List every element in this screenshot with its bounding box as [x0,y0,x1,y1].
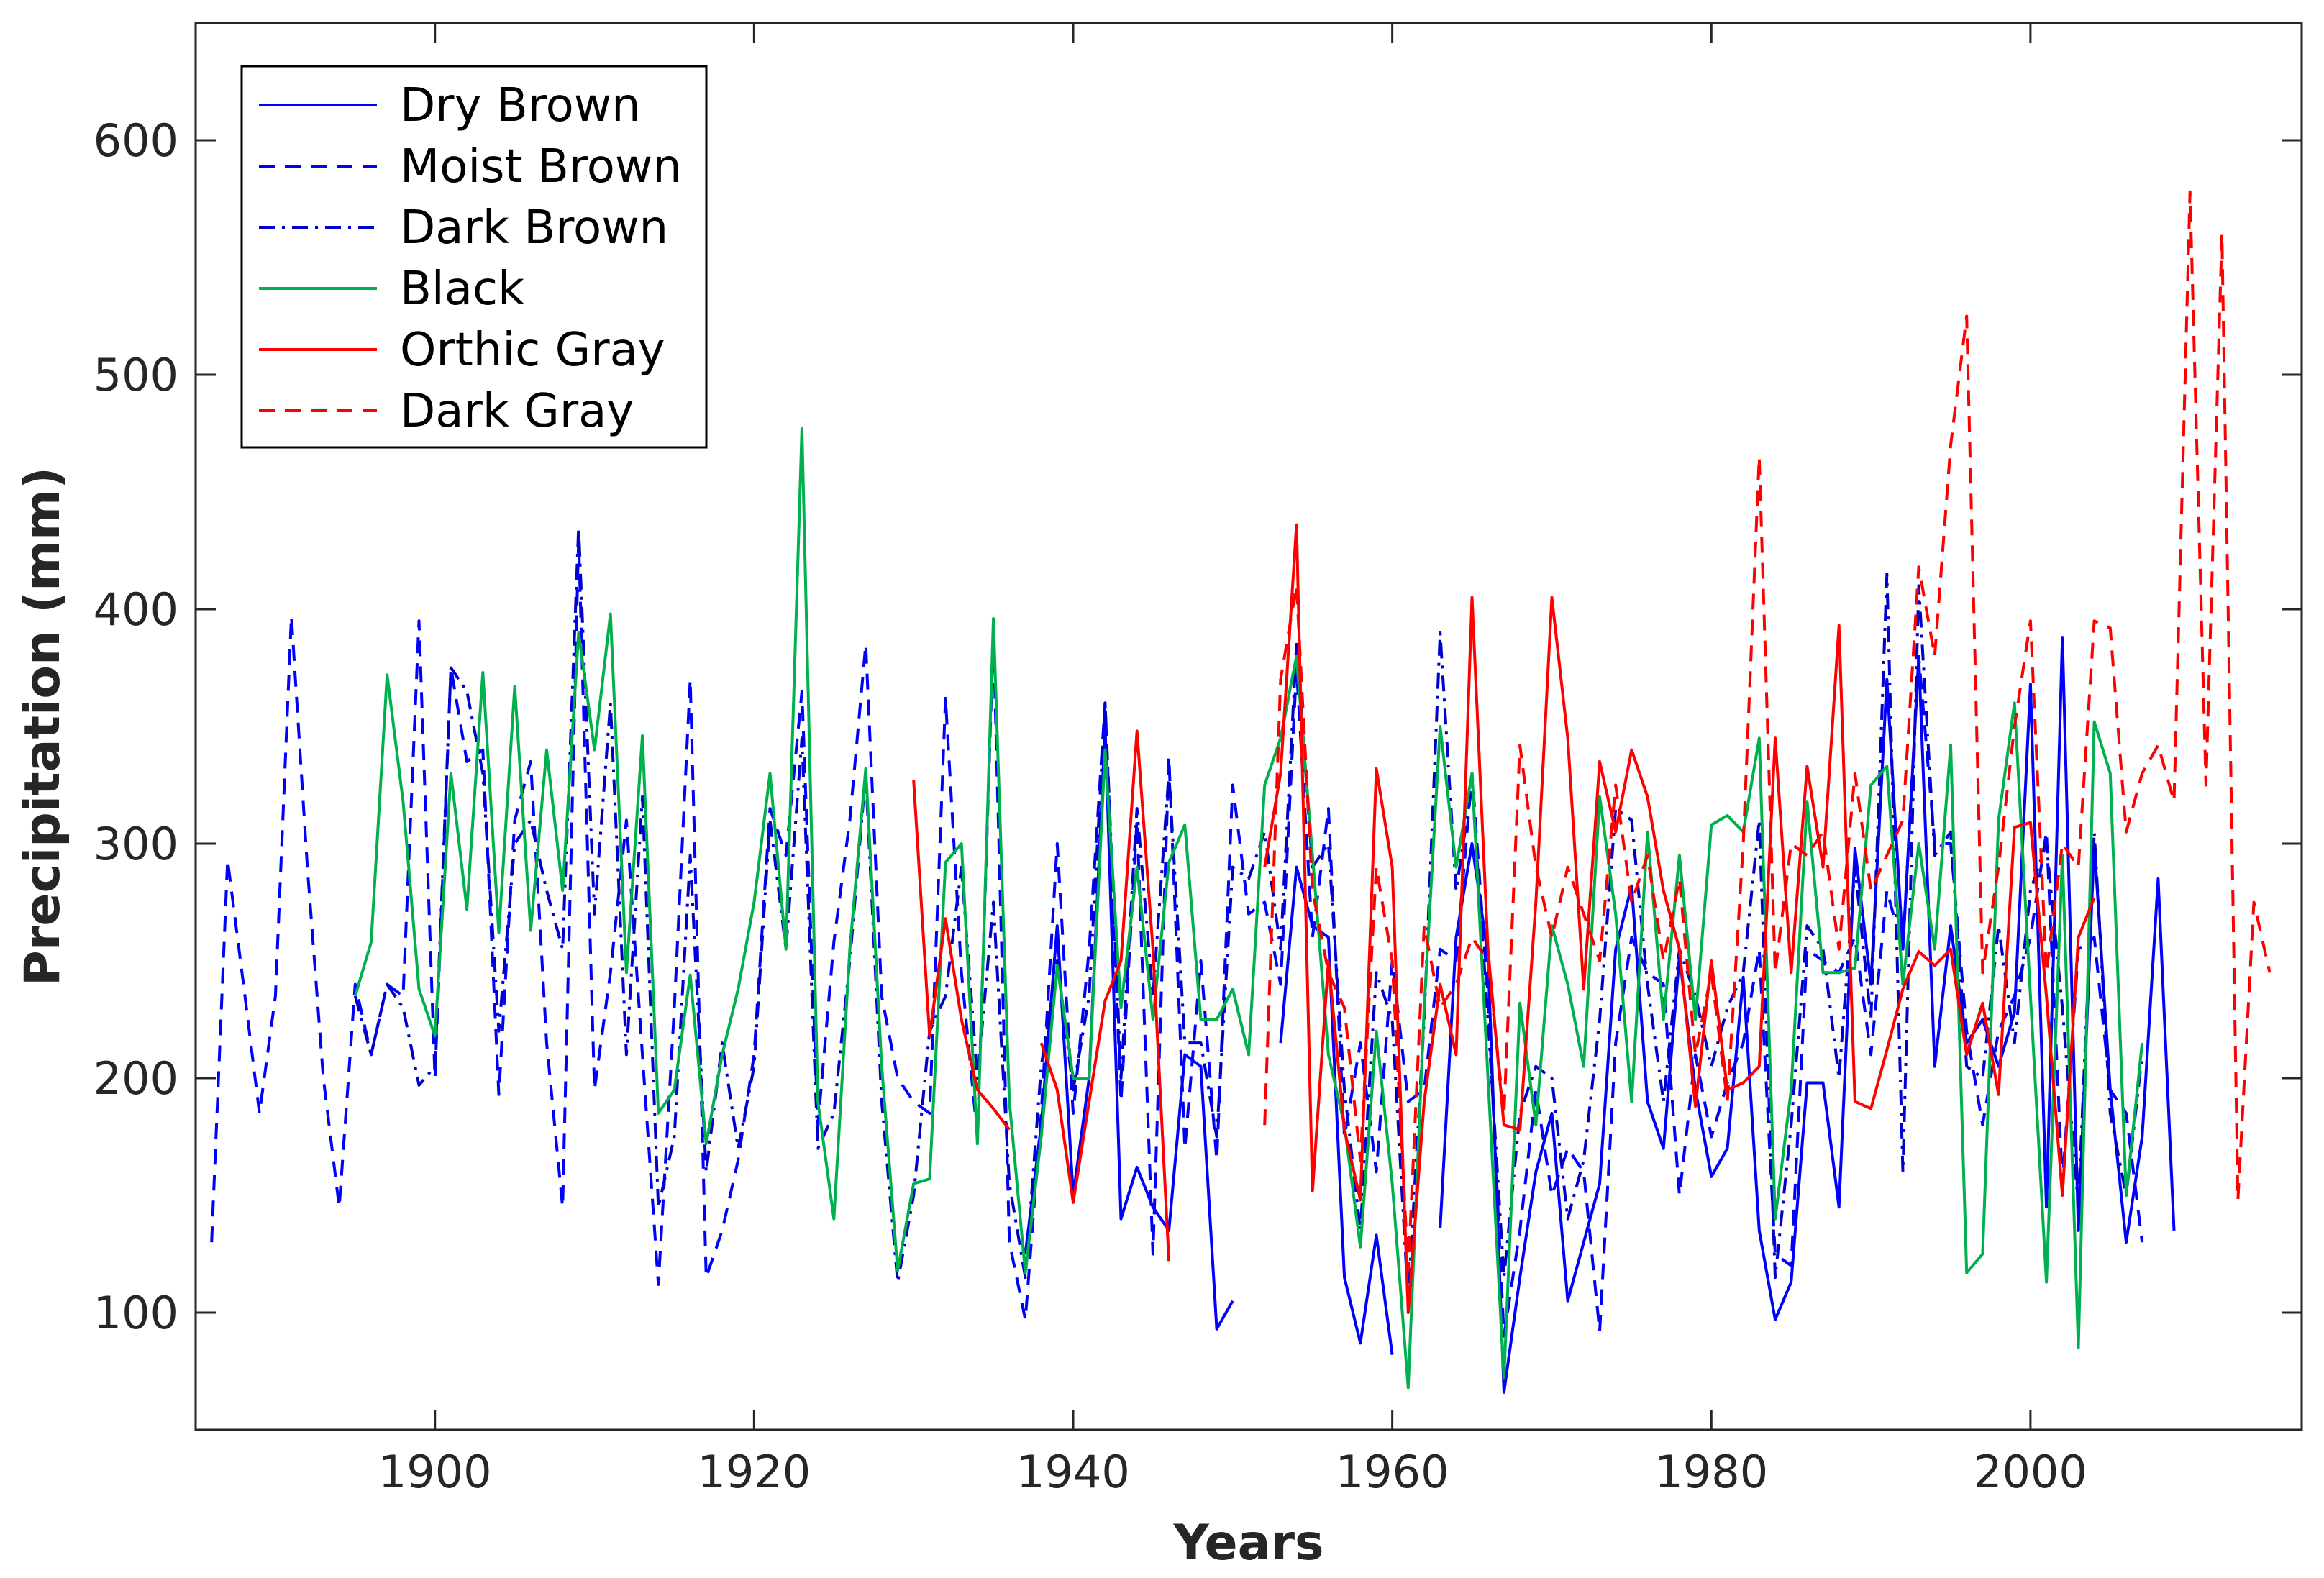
series-line-dark-gray [1263,190,2271,1272]
x-tick-label: 2000 [1974,1446,2087,1498]
y-tick-label: 600 [94,114,178,167]
series-line-dry-brown-segment-2 [1279,865,1394,1355]
legend-box [240,65,708,449]
legend-label-dark-gray: Dark Gray [400,385,634,438]
legend: Dry Brown Moist Brown Dark Brown Black Orthi… [240,65,708,449]
legend-label-dry-brown: Dry Brown [400,79,641,132]
series-line-dry-brown-segment-1 [1024,725,1234,1331]
series-line-moist-brown [210,537,2144,1338]
x-tick-label: 1940 [1016,1446,1130,1498]
series-line-orthic-gray-segment-2 [1039,729,1171,1262]
y-tick-label: 400 [94,583,178,636]
x-axis-title: Years [1172,1515,1323,1572]
legend-label-dark-brown: Dark Brown [400,201,668,255]
legend-label-black: Black [400,263,524,316]
series-line-dark-brown [353,525,2144,1303]
series-line-orthic-gray-segment-1 [912,780,1011,1131]
x-tick-label: 1920 [697,1446,811,1498]
x-tick-label: 1980 [1654,1446,1768,1498]
y-tick-label: 300 [94,818,178,870]
x-axis: 1900 1920 1940 1960 1980 2000 [378,23,2087,1498]
series-line-orthic-gray-segment-3 [1263,523,2096,1314]
x-tick-label: 1960 [1336,1446,1449,1498]
series-layer [210,190,2271,1394]
legend-label-orthic-gray: Orthic Gray [400,324,665,377]
legend-label-moist-brown: Moist Brown [400,140,682,193]
plot-area-frame [194,22,2303,1431]
y-axis: 100 200 300 400 500 600 [94,114,2302,1339]
series-line-black [353,427,2144,1390]
y-tick-label: 100 [94,1287,178,1339]
x-tick-label: 1900 [378,1446,492,1498]
series-line-dry-brown-segment-3 [1439,636,2176,1394]
y-tick-label: 200 [94,1052,178,1105]
y-axis-title: Precipitation (mm) [14,467,71,986]
y-tick-label: 500 [94,349,178,401]
